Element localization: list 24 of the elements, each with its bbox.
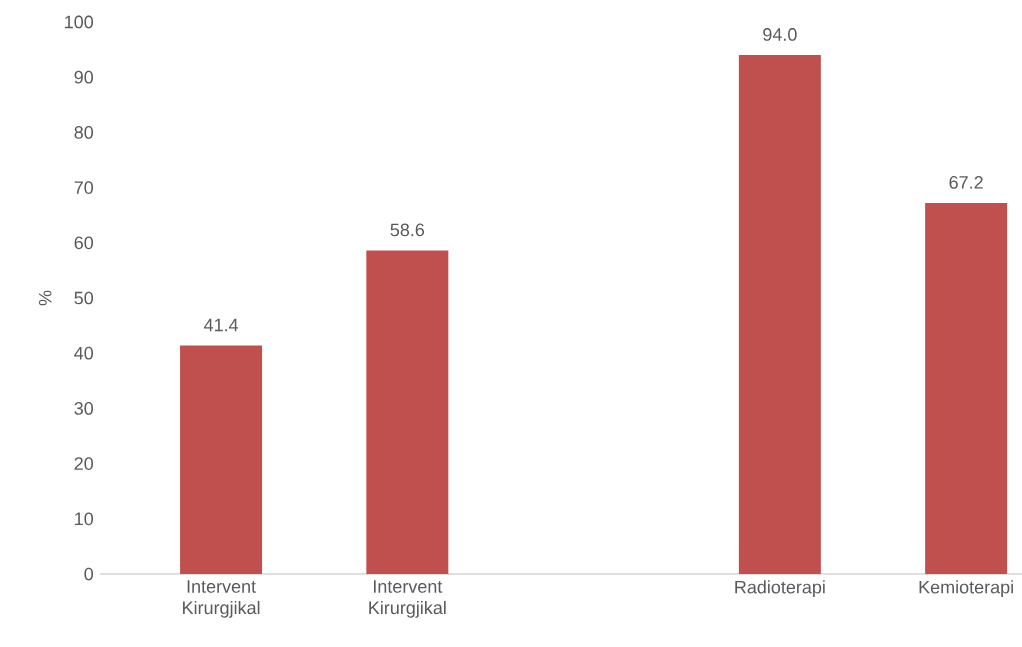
y-tick-label: 90 [74,70,94,84]
y-tick-label: 40 [74,346,94,360]
y-tick-label: 50 [74,291,94,305]
y-tick-label: 60 [74,236,94,250]
bar [366,250,449,574]
y-tick-label: 0 [84,567,94,581]
y-tick-label: 70 [74,181,94,194]
bar [738,55,821,574]
data-label: 58.6 [390,223,425,237]
data-label: 94.0 [763,28,797,41]
x-tick-label: Kemioterapi [919,580,1013,598]
y-tick-label: 80 [74,126,94,139]
x-tick-label: Radioterapi [735,580,825,598]
y-tick-label: 30 [74,402,94,415]
bar [180,345,263,574]
y-tick-label: 20 [74,457,94,470]
y-axis-title: % [38,290,52,306]
x-tick-label: Intervent Kirurgjikal [183,580,260,618]
data-label: 41.4 [203,318,239,332]
data-label: 67.2 [949,176,983,189]
y-tick-label: 100 [65,15,94,29]
bar [925,203,1008,574]
x-tick-label: Intervent Kirurgjikal [369,580,446,618]
y-tick-label: 10 [75,512,94,526]
